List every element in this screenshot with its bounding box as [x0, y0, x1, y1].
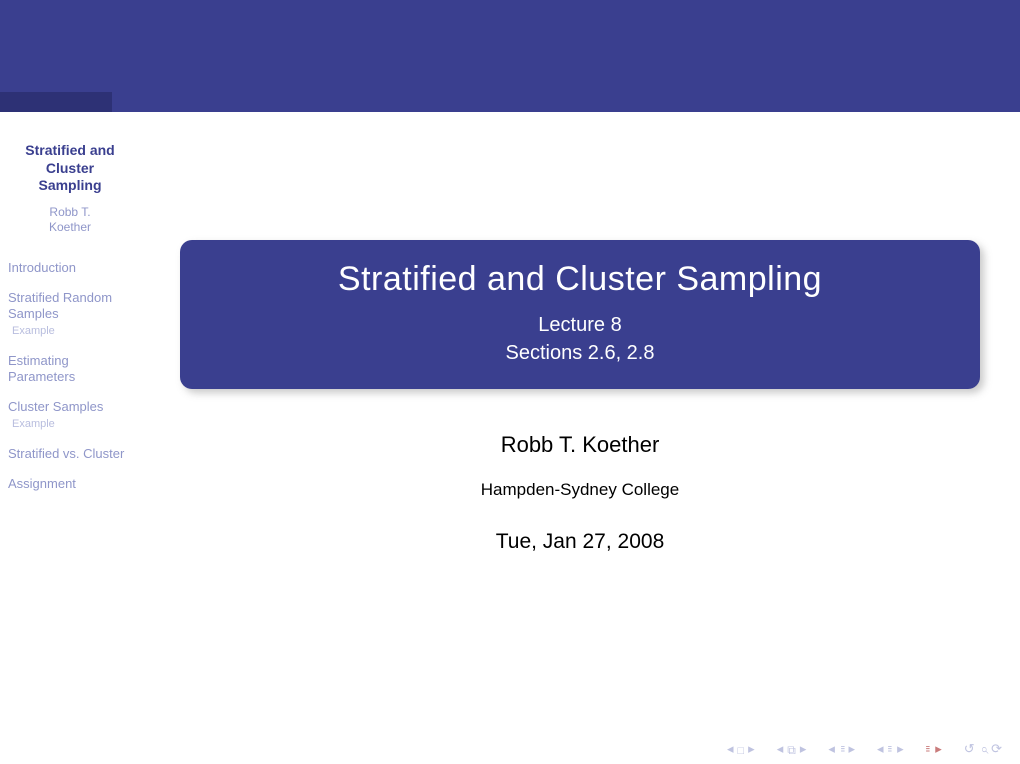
title-block-wrap: Stratified and Cluster Sampling Lecture … — [180, 240, 980, 389]
top-bar-headline-area — [0, 0, 1020, 92]
sidebar-item-stratified-vs-cluster[interactable]: Stratified vs. Cluster — [8, 446, 132, 462]
slide-subtitle-line: Sections 2.6, 2.8 — [210, 339, 950, 367]
sidebar-title-line: Stratified and — [8, 142, 132, 160]
triangle-right-icon — [800, 741, 807, 757]
triangle-left-icon — [777, 741, 784, 757]
date: Tue, Jan 27, 2008 — [140, 530, 1020, 554]
nav-prev-slide[interactable] — [727, 741, 755, 757]
sidebar-item-introduction[interactable]: Introduction — [8, 260, 132, 276]
triangle-right-icon — [897, 741, 904, 757]
triangle-left-icon — [727, 741, 734, 757]
sidebar-item-stratified-random-samples[interactable]: Stratified Random Samples — [8, 290, 132, 323]
triangle-right-icon — [935, 741, 942, 757]
sidebar-item-assignment[interactable]: Assignment — [8, 476, 132, 492]
slide-subtitle-line: Lecture 8 — [210, 311, 950, 339]
nav-next-slide[interactable] — [926, 741, 942, 757]
sidebar-author-line: Robb T. — [8, 205, 132, 221]
nav-prev-subsection[interactable] — [828, 741, 855, 757]
undo-icon — [964, 741, 975, 757]
nav-next-subsection[interactable] — [877, 741, 904, 757]
bars-icon — [888, 742, 894, 757]
sidebar-author-line: Koether — [8, 220, 132, 236]
progress-done — [0, 92, 112, 112]
sidebar-title[interactable]: Stratified and Cluster Sampling — [8, 142, 132, 195]
square-icon — [738, 742, 745, 757]
redo-icon — [991, 741, 1002, 757]
triangle-left-icon — [828, 741, 835, 757]
sidebar-title-line: Cluster — [8, 160, 132, 178]
sidebar-title-line: Sampling — [8, 177, 132, 195]
nav-back-forward[interactable] — [964, 741, 1002, 758]
title-block: Stratified and Cluster Sampling Lecture … — [180, 240, 980, 389]
institution: Hampden-Sydney College — [140, 480, 1020, 500]
bars-icon — [926, 742, 932, 757]
sidebar-subitem-example[interactable]: Example — [12, 325, 132, 338]
triangle-right-icon — [848, 741, 855, 757]
footer-nav — [140, 734, 1020, 764]
sidebar-item-estimating-parameters[interactable]: Estimating Parameters — [8, 353, 132, 386]
triangle-right-icon — [748, 741, 755, 757]
bars-icon — [839, 742, 845, 757]
sidebar-author: Robb T. Koether — [8, 205, 132, 236]
double-square-icon — [787, 741, 796, 757]
title-meta: Robb T. Koether Hampden-Sydney College T… — [140, 432, 1020, 554]
top-bar — [0, 0, 1020, 112]
sidebar-item-cluster-samples[interactable]: Cluster Samples — [8, 399, 132, 415]
progress-bar — [0, 92, 1020, 112]
sidebar: Stratified and Cluster Sampling Robb T. … — [0, 112, 140, 764]
slide-page: Stratified and Cluster Sampling Robb T. … — [0, 0, 1020, 764]
search-icon — [979, 741, 987, 758]
author-name: Robb T. Koether — [140, 432, 1020, 458]
nav-prev-section[interactable] — [777, 741, 807, 757]
content-area: Stratified and Cluster Sampling Lecture … — [140, 112, 1020, 764]
triangle-left-icon — [877, 741, 884, 757]
sidebar-subitem-example[interactable]: Example — [12, 418, 132, 431]
progress-rest — [112, 92, 1020, 112]
slide-title: Stratified and Cluster Sampling — [210, 260, 950, 299]
